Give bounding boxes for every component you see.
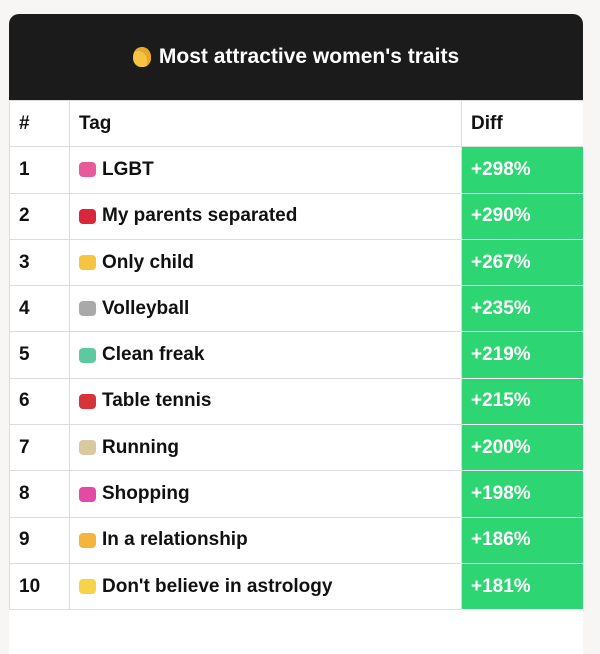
tag-cell: My parents separated xyxy=(69,192,462,240)
volleyball-icon xyxy=(79,301,96,317)
tag-label: Volleyball xyxy=(102,297,190,319)
rank-cell: 1 xyxy=(9,146,70,194)
tag-cell: Table tennis xyxy=(69,377,462,426)
rank-cell: 8 xyxy=(9,470,70,518)
tag-cell: Don't believe in astrology xyxy=(69,562,462,611)
table-row: 1 LGBT +298% xyxy=(9,146,583,194)
table-row: 2 My parents separated +290% xyxy=(9,192,583,240)
tag-cell: LGBT xyxy=(69,146,462,194)
diff-cell: +181% xyxy=(461,562,583,611)
diff-cell: +267% xyxy=(461,238,583,287)
table-row: 3 Only child +267% xyxy=(9,238,583,287)
diff-cell: +186% xyxy=(461,516,583,564)
tag-label: Shopping xyxy=(102,483,190,505)
table-row: 6 Table tennis +215% xyxy=(9,377,583,426)
tag-cell: Clean freak xyxy=(69,331,462,379)
shopping-bags-icon xyxy=(79,486,96,502)
tag-cell: Volleyball xyxy=(69,285,462,333)
column-header-tag: Tag xyxy=(69,99,462,148)
diff-cell: +215% xyxy=(461,377,583,426)
diff-cell: +298% xyxy=(461,146,583,194)
soap-icon xyxy=(79,347,96,363)
tag-label: In a relationship xyxy=(102,529,248,551)
traits-card: Most attractive women's traits # Tag Dif… xyxy=(9,14,583,654)
diff-cell: +200% xyxy=(461,424,583,472)
column-header-diff: Diff xyxy=(461,99,583,148)
rank-cell: 9 xyxy=(9,516,70,564)
child-icon xyxy=(79,255,96,271)
ping-pong-icon xyxy=(79,393,96,409)
tag-label: Running xyxy=(102,436,180,458)
tag-cell: Running xyxy=(69,424,462,472)
heart-eyes-icon xyxy=(79,532,96,548)
diff-cell: +198% xyxy=(461,470,583,518)
tag-cell: Shopping xyxy=(69,470,462,518)
rank-cell: 6 xyxy=(9,377,70,426)
tag-label: Only child xyxy=(102,251,194,273)
table-row: 9 In a relationship +186% xyxy=(9,516,583,564)
tag-cell: Only child xyxy=(69,238,462,287)
card-header: Most attractive women's traits xyxy=(9,14,583,100)
diff-cell: +219% xyxy=(461,331,583,379)
rank-cell: 2 xyxy=(9,192,70,240)
rank-cell: 7 xyxy=(9,424,70,472)
diff-cell: +290% xyxy=(461,192,583,240)
runner-icon xyxy=(79,440,96,456)
table-row: 8 Shopping +198% xyxy=(9,470,583,518)
tag-label: Table tennis xyxy=(102,390,212,412)
column-header-rank: # xyxy=(9,99,70,148)
rank-cell: 5 xyxy=(9,331,70,379)
table-row: 5 Clean freak +219% xyxy=(9,331,583,379)
rank-cell: 3 xyxy=(9,238,70,287)
tag-label: Clean freak xyxy=(102,344,205,366)
rank-cell: 4 xyxy=(9,285,70,333)
diff-cell: +235% xyxy=(461,285,583,333)
table-row: 10 Don't believe in astrology +181% xyxy=(9,562,583,611)
traits-table: # Tag Diff 1 LGBT +298% 2 My parents sepa… xyxy=(9,99,583,611)
rainbow-flag-icon xyxy=(79,162,96,178)
tag-cell: In a relationship xyxy=(69,516,462,564)
sparkles-icon xyxy=(79,579,96,595)
woman-emoji-icon xyxy=(132,47,151,67)
table-row: 4 Volleyball +235% xyxy=(9,285,583,333)
tag-label: My parents separated xyxy=(102,205,298,227)
card-title: Most attractive women's traits xyxy=(158,45,460,68)
rank-cell: 10 xyxy=(9,562,70,611)
table-row: 7 Running +200% xyxy=(9,424,583,472)
table-header-row: # Tag Diff xyxy=(9,99,583,148)
tag-label: Don't believe in astrology xyxy=(102,575,333,597)
tag-label: LGBT xyxy=(102,158,154,180)
broken-heart-icon xyxy=(79,208,96,224)
